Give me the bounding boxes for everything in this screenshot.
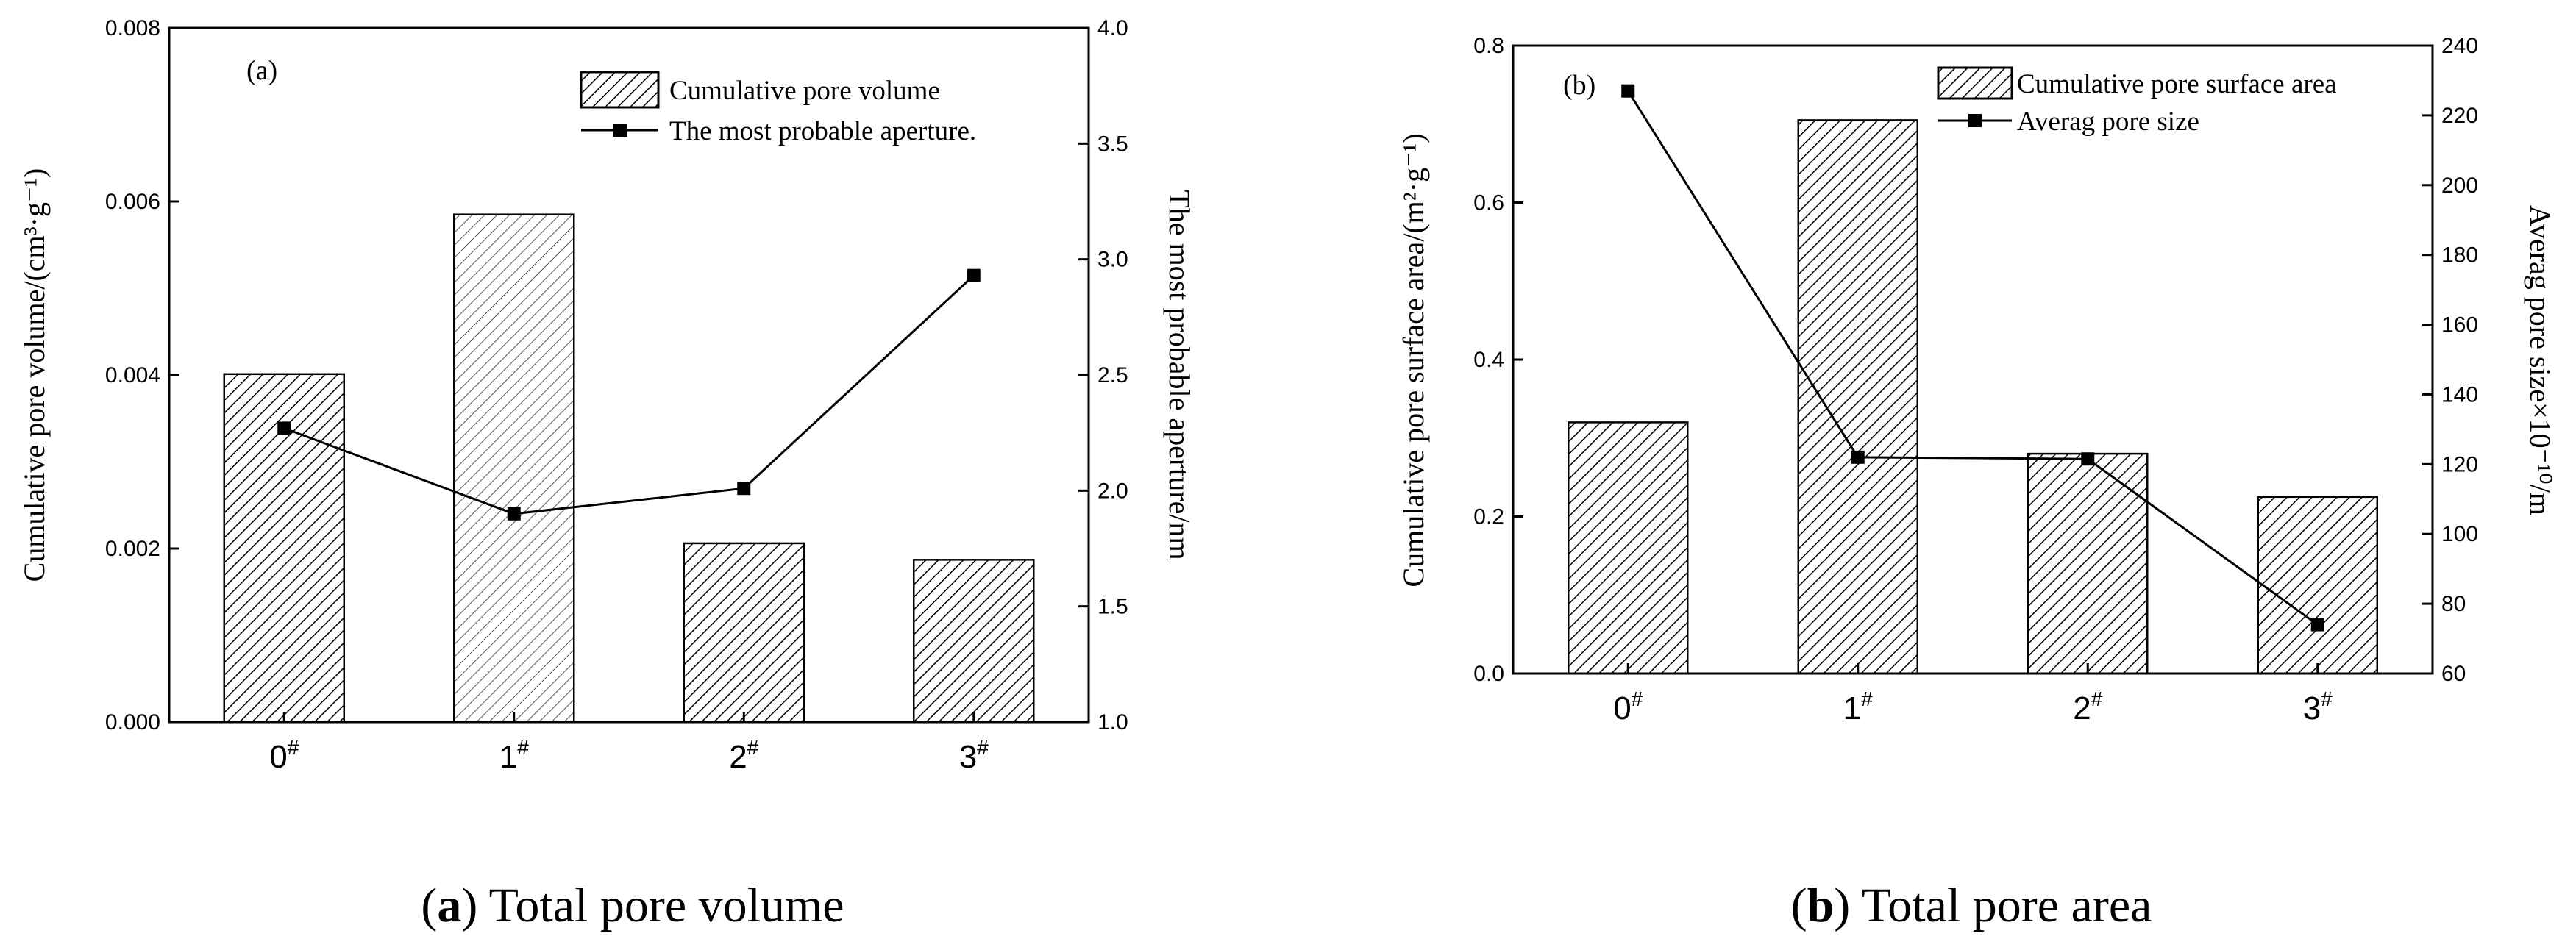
a-y2tick-label-6: 4.0	[1097, 16, 1128, 40]
b-line-point-0	[1621, 84, 1635, 98]
b-legend-bar-label: Cumulative pore surface area	[2017, 69, 2337, 99]
b-y2tick-label-4: 140	[2441, 382, 2478, 407]
a-xtick-label-0: 0#	[269, 736, 299, 775]
b-bar-0	[1568, 421, 1689, 675]
b-bars	[1568, 119, 2378, 675]
a-caption: (a) Total pore volume	[421, 879, 844, 932]
a-line-path	[283, 274, 975, 515]
a-bar-1	[453, 213, 575, 724]
b-y2label: Averag pore size×10⁻¹⁰/m	[2524, 205, 2557, 515]
a-y2tick-label-1: 1.5	[1097, 595, 1128, 619]
b-y2tick-label-9: 240	[2441, 34, 2478, 58]
b-caption-label: b	[1807, 879, 1835, 932]
a-legend-bar-label: Cumulative pore volume	[669, 76, 940, 106]
a-y2tick-label-5: 3.5	[1097, 132, 1128, 156]
panel-a-chart: 0.000 0.002 0.004 0.006 0.008 1.0 1.5 2.0 2.5 3.0…	[18, 16, 1196, 932]
a-ytick-label-4: 0.008	[105, 16, 160, 40]
a-ytick-label-0: 0.000	[105, 710, 160, 735]
a-line-series	[277, 268, 981, 521]
b-ytick-label-1: 0.2	[1473, 505, 1504, 529]
b-y2tick-label-7: 200	[2441, 174, 2478, 198]
b-y2tick-label-5: 160	[2441, 313, 2478, 338]
b-ytick-label-3: 0.6	[1473, 191, 1504, 215]
a-caption-text: Total pore volume	[489, 879, 844, 932]
b-ytick-label-2: 0.4	[1473, 348, 1504, 372]
b-bar-2	[2027, 452, 2149, 675]
b-bar-3	[2257, 496, 2378, 675]
a-line-point-2	[737, 482, 751, 496]
b-legend-bar-swatch	[1937, 66, 2013, 100]
a-bar-2	[683, 542, 805, 724]
b-y2tick-label-1: 80	[2441, 592, 2466, 616]
a-bars	[223, 213, 1035, 724]
a-y2tick-label-3: 2.5	[1097, 363, 1128, 388]
b-xtick-label-0: 0#	[1613, 688, 1643, 726]
a-legend-line-label: The most probable aperture.	[669, 116, 976, 146]
a-ylabel: Cumulative pore volume/(cm³·g⁻¹)	[18, 168, 51, 582]
b-line-series	[1621, 84, 2324, 632]
a-line-point-0	[277, 421, 291, 435]
a-xtick-label-2: 2#	[729, 736, 758, 775]
b-xtick-label-1: 1#	[1843, 688, 1873, 726]
a-y2tick-label-4: 3.0	[1097, 248, 1128, 272]
b-xtick-label-2: 2#	[2073, 688, 2102, 726]
b-y2tick-label-0: 60	[2441, 662, 2466, 686]
b-bar-1	[1797, 119, 1918, 675]
b-xtick-label-3: 3#	[2303, 688, 2333, 726]
b-line-point-1	[1851, 450, 1865, 464]
a-bar-3	[913, 559, 1035, 724]
b-ytick-label-4: 0.8	[1473, 34, 1504, 58]
a-ytick-label-3: 0.006	[105, 190, 160, 214]
a-panel-tag: (a)	[246, 55, 277, 86]
b-legend-line-marker	[1968, 114, 1982, 127]
a-ytick-label-1: 0.002	[105, 537, 160, 561]
a-line-point-3	[967, 268, 981, 282]
b-caption: (b) Total pore area	[1791, 879, 2152, 932]
b-legend: Cumulative pore surface area Averag pore…	[1937, 66, 2337, 137]
a-y2label: The most probable aperture/nm	[1163, 190, 1196, 560]
b-line-point-2	[2081, 452, 2095, 466]
b-ylabel: Cumulative pore surface area/(m²·g⁻¹)	[1397, 133, 1430, 587]
a-y2tick-label-2: 2.0	[1097, 479, 1128, 503]
a-legend-bar-swatch	[580, 71, 660, 109]
a-ytick-label-2: 0.004	[105, 363, 160, 388]
b-caption-text: Total pore area	[1862, 879, 2152, 932]
a-line-point-1	[507, 507, 521, 521]
b-ytick-label-0: 0.0	[1473, 662, 1504, 686]
b-legend-line-label: Averag pore size	[2017, 107, 2199, 137]
a-legend-line-marker	[613, 124, 627, 137]
a-legend: Cumulative pore volume The most probable…	[580, 71, 976, 146]
b-line-path	[1626, 90, 2319, 626]
a-xtick-label-3: 3#	[959, 736, 989, 775]
b-line-point-3	[2310, 618, 2324, 632]
b-y2tick-label-6: 180	[2441, 243, 2478, 268]
b-y2tick-label-8: 220	[2441, 104, 2478, 128]
b-y2tick-label-2: 100	[2441, 522, 2478, 546]
a-y2tick-label-0: 1.0	[1097, 710, 1128, 735]
b-panel-tag: (b)	[1563, 70, 1595, 101]
a-xtick-label-1: 1#	[499, 736, 529, 775]
b-y2tick-label-3: 120	[2441, 452, 2478, 476]
panel-b-chart: 0.0 0.2 0.4 0.6 0.8 60 80 100 120 140 160 180 200 220…	[1397, 34, 2557, 932]
a-caption-label: a	[437, 879, 461, 932]
